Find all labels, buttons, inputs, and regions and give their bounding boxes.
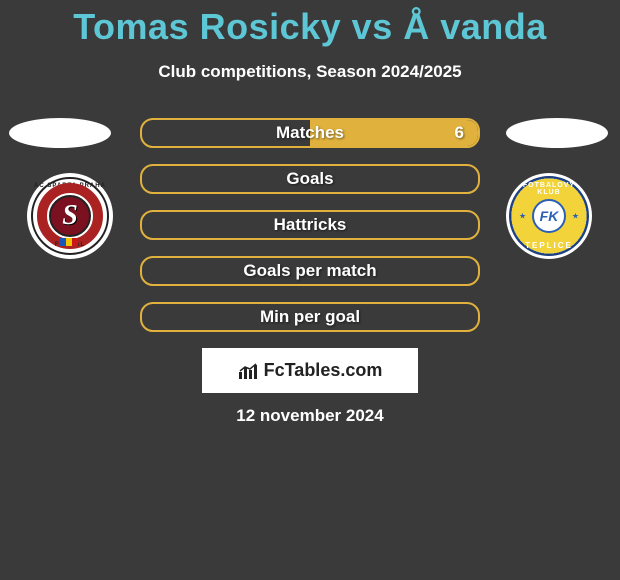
stat-label: Hattricks <box>274 215 347 235</box>
brand-label: FcTables.com <box>238 360 383 381</box>
brand-box[interactable]: FcTables.com <box>202 348 418 393</box>
stat-row: Matches 6 <box>140 118 480 148</box>
teplice-ring-text-top: FOTBALOVÝ KLUB <box>511 182 587 196</box>
stat-label: Min per goal <box>260 307 360 327</box>
stat-row: Min per goal <box>140 302 480 332</box>
sparta-letter: S <box>62 200 78 232</box>
club-badge-right: FOTBALOVÝ KLUB ★ FK ★ TEPLICE <box>506 173 592 259</box>
date-line: 12 november 2024 <box>0 406 620 426</box>
club-badge-left: AC SPARTA PRAHA S FOTBAL <box>27 173 113 259</box>
page-title: Tomas Rosicky vs Å vanda <box>0 0 620 48</box>
stat-label: Goals per match <box>243 261 376 281</box>
chart-icon <box>238 362 260 380</box>
stat-row: Hattricks <box>140 210 480 240</box>
stat-value-right: 6 <box>455 123 464 143</box>
stats-list: Matches 6 Goals Hattricks Goals per match Min… <box>140 118 480 348</box>
sparta-logo: AC SPARTA PRAHA S FOTBAL <box>31 177 109 255</box>
stat-row: Goals <box>140 164 480 194</box>
star-icon: ★ <box>572 212 579 221</box>
teplice-logo: FOTBALOVÝ KLUB ★ FK ★ TEPLICE <box>509 176 589 256</box>
teplice-ring-text-bottom: TEPLICE <box>511 241 587 250</box>
stat-label: Goals <box>286 169 333 189</box>
teplice-letters: FK <box>540 208 559 224</box>
star-icon: ★ <box>519 212 526 221</box>
player-avatar-left <box>9 118 111 148</box>
stat-row: Goals per match <box>140 256 480 286</box>
subtitle: Club competitions, Season 2024/2025 <box>0 62 620 82</box>
player-avatar-right <box>506 118 608 148</box>
stat-label: Matches <box>276 123 344 143</box>
